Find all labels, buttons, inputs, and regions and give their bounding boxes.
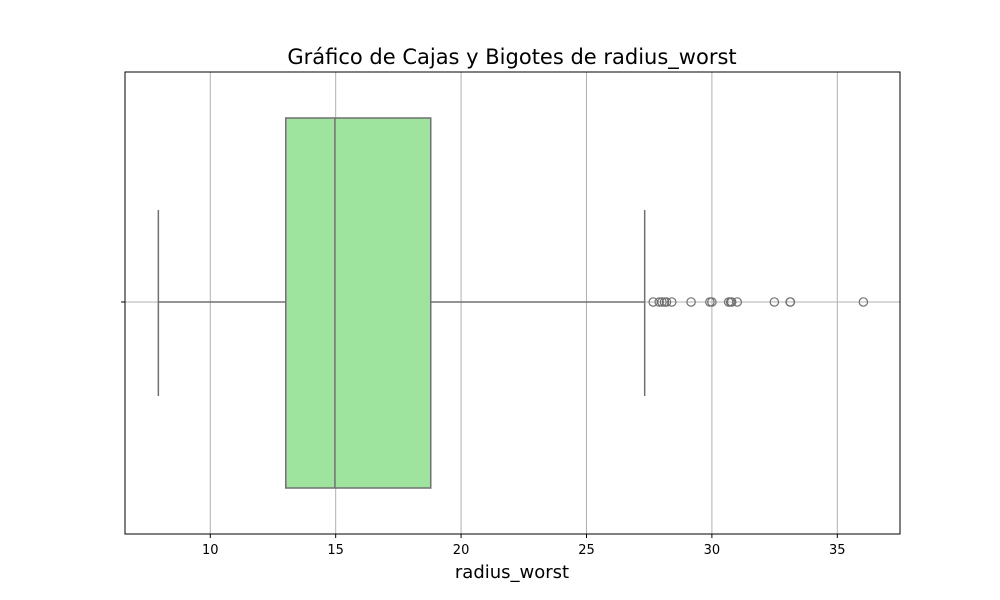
- x-axis-label: radius_worst: [455, 562, 569, 583]
- outlier-point: [666, 297, 677, 307]
- outlier-point: [858, 297, 869, 307]
- outlier-point: [686, 297, 696, 307]
- x-axis-ticks: 10 15 20 25 30 35: [202, 534, 846, 558]
- x-tick-label: 30: [704, 543, 721, 558]
- box-plot: [157, 117, 646, 489]
- interquartile-box: [285, 117, 432, 489]
- x-tick-label: 15: [327, 543, 344, 558]
- x-tick-label: 10: [202, 543, 219, 558]
- outlier-point: [707, 297, 717, 307]
- outlier-point: [769, 297, 780, 307]
- x-tick-label: 25: [578, 543, 595, 558]
- outlier-point: [661, 297, 672, 307]
- outlier-point: [785, 297, 796, 307]
- grid-lines: [125, 72, 900, 534]
- outlier-points: [648, 297, 869, 307]
- x-tick-label: 20: [453, 543, 470, 558]
- outlier-point: [726, 297, 737, 307]
- plot-area-frame: [124, 71, 901, 535]
- chart-title: Gráfico de Cajas y Bigotes de radius_wor…: [287, 45, 736, 70]
- outlier-point: [654, 297, 665, 307]
- outlier-point: [657, 297, 667, 307]
- outlier-point: [732, 297, 743, 307]
- x-tick-label: 35: [829, 543, 846, 558]
